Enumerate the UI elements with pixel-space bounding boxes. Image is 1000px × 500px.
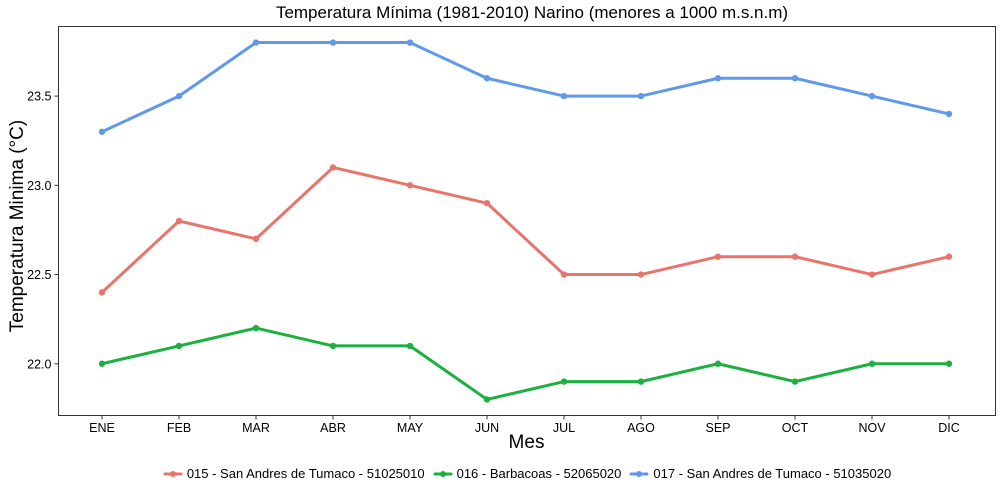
legend: 015 - San Andres de Tumaco - 51025010 016… (0, 466, 1000, 481)
x-tick-label: MAY (397, 421, 424, 435)
data-point (483, 199, 491, 207)
plot-panel (58, 26, 996, 416)
data-point (329, 39, 337, 46)
data-point (714, 75, 722, 82)
y-tick-label: 22.5 (27, 268, 51, 282)
x-tick-label: SEP (705, 421, 730, 435)
legend-label: 017 - San Andres de Tumaco - 51035020 (653, 466, 892, 481)
y-tick-label: 22.0 (27, 357, 51, 371)
data-point (791, 253, 799, 260)
data-point (637, 378, 645, 385)
series-2 (98, 39, 953, 135)
data-point (868, 92, 876, 100)
legend-label: 015 - San Andres de Tumaco - 51025010 (186, 466, 425, 481)
data-point (637, 271, 645, 278)
data-point (98, 360, 106, 367)
x-tick-label: ABR (320, 421, 346, 435)
data-point (714, 253, 722, 260)
data-point (791, 75, 799, 82)
data-point (868, 271, 876, 278)
data-point (329, 342, 337, 350)
data-point (637, 92, 645, 100)
data-point (175, 342, 183, 350)
chart-title: Temperatura Mínima (1981-2010) Narino (m… (275, 3, 789, 22)
x-tick-label: AGO (627, 421, 655, 435)
data-point (406, 39, 414, 46)
data-point (175, 92, 183, 100)
y-axis: 22.0 22.5 23.0 23.5 (27, 90, 59, 371)
series-0 (98, 164, 953, 296)
data-point (252, 39, 260, 46)
data-point (252, 324, 260, 332)
legend-label: 016 - Barbacoas - 52065020 (456, 466, 622, 481)
legend-key (163, 470, 183, 477)
x-tick-label: JUL (553, 421, 575, 435)
data-point (560, 378, 568, 385)
legend-key (433, 470, 453, 477)
series-1 (98, 324, 953, 403)
legend-key (629, 470, 649, 477)
data-point (560, 271, 568, 278)
x-tick-label: MAR (242, 421, 270, 435)
series-layer (98, 39, 953, 403)
data-point (175, 217, 183, 225)
data-point (483, 75, 491, 82)
y-tick-label: 23.5 (27, 90, 51, 104)
x-axis-title: Mes (508, 432, 545, 453)
x-tick-label: OCT (782, 421, 809, 435)
x-tick-label: ENE (89, 421, 115, 435)
legend-item: 015 - San Andres de Tumaco - 51025010 (163, 466, 425, 481)
data-point (945, 110, 953, 118)
data-point (945, 253, 953, 260)
x-axis: ENE FEB MAR ABR MAY JUN JUL AGO SEP OCT NOV DIC (89, 415, 960, 435)
data-point (791, 378, 799, 385)
x-tick-label: NOV (858, 421, 886, 435)
series-line (100, 165, 951, 294)
data-point (98, 128, 106, 135)
x-tick-label: DIC (938, 421, 960, 435)
series-line (100, 41, 951, 134)
legend-item: 017 - San Andres de Tumaco - 51035020 (629, 466, 891, 481)
legend-item: 016 - Barbacoas - 52065020 (433, 466, 622, 481)
y-axis-title: Temperatura Minima (°C) (7, 119, 28, 333)
data-point (406, 182, 414, 189)
data-point (483, 396, 491, 403)
x-tick-label: FEB (167, 421, 191, 435)
data-point (714, 360, 722, 367)
data-point (329, 164, 337, 171)
data-point (945, 360, 953, 367)
data-point (406, 342, 414, 350)
data-point (252, 235, 260, 243)
y-tick-label: 23.0 (27, 179, 51, 193)
data-point (98, 289, 106, 296)
series-line (100, 326, 951, 401)
data-point (560, 92, 568, 100)
data-point (868, 360, 876, 367)
x-tick-label: JUN (475, 421, 499, 435)
